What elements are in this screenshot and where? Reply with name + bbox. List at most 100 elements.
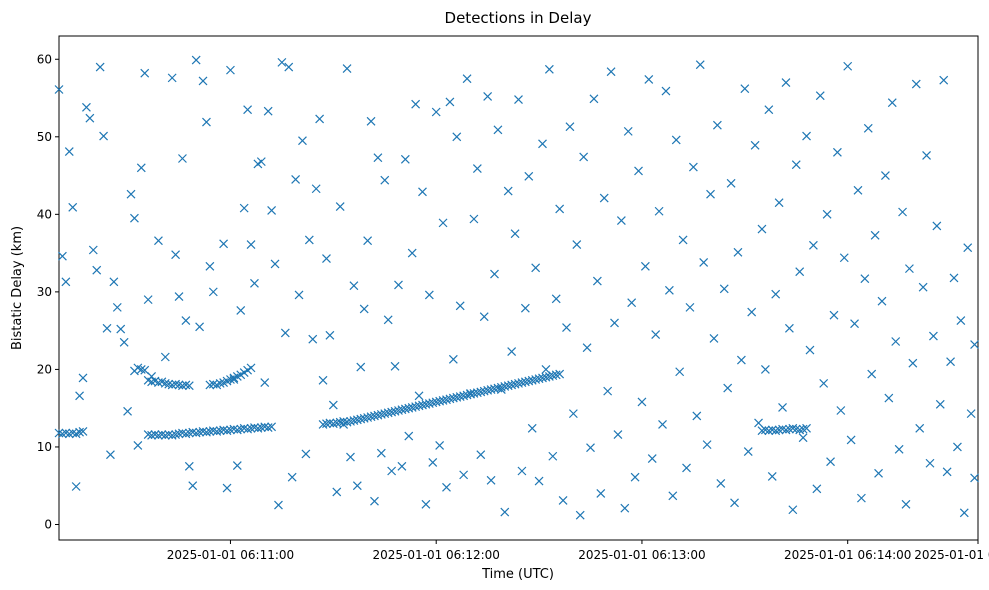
data-point-clutter bbox=[891, 337, 901, 346]
data-point-clutter bbox=[112, 302, 122, 312]
data-point-track-A bbox=[219, 425, 229, 435]
data-point-track-A bbox=[366, 412, 376, 422]
data-point-track-A bbox=[476, 387, 486, 397]
data-point-track-B bbox=[181, 380, 191, 390]
data-point-clutter bbox=[260, 378, 270, 388]
data-point-clutter bbox=[627, 298, 637, 308]
data-point-clutter bbox=[812, 484, 822, 494]
data-point-clutter bbox=[904, 264, 914, 274]
data-point-clutter bbox=[490, 269, 499, 279]
data-point-clutter bbox=[263, 106, 273, 116]
data-point-track-A bbox=[147, 430, 157, 440]
data-point-clutter bbox=[205, 261, 215, 271]
data-point-clutter bbox=[829, 310, 839, 320]
data-point-clutter bbox=[524, 171, 534, 181]
data-point-clutter bbox=[277, 57, 287, 67]
x-tick-label: 2025-01-01 06:15:00 bbox=[914, 548, 989, 562]
data-point-clutter bbox=[106, 450, 115, 460]
data-point-clutter bbox=[908, 358, 918, 368]
data-point-track-A bbox=[407, 402, 417, 412]
data-point-clutter bbox=[95, 62, 105, 72]
data-point-clutter bbox=[726, 178, 736, 188]
data-point-clutter bbox=[376, 448, 386, 458]
data-point-track-A bbox=[418, 400, 427, 410]
data-point-clutter bbox=[476, 450, 486, 460]
data-point-track-A bbox=[445, 394, 455, 404]
data-point-clutter bbox=[71, 482, 81, 491]
plot-frame bbox=[58, 35, 979, 541]
data-point-clutter bbox=[634, 166, 643, 176]
y-tick-label: 0 bbox=[44, 517, 52, 531]
data-point-clutter bbox=[850, 319, 859, 329]
data-point-clutter bbox=[68, 202, 78, 212]
data-point-track-A bbox=[510, 379, 520, 389]
data-point-clutter bbox=[75, 391, 84, 401]
x-tick-label: 2025-01-01 06:12:00 bbox=[372, 548, 499, 562]
data-point-clutter bbox=[716, 478, 726, 488]
data-point-clutter bbox=[736, 355, 746, 365]
data-point-track-B bbox=[164, 379, 174, 389]
data-point-clutter bbox=[640, 261, 650, 271]
data-point-track-A bbox=[226, 425, 235, 435]
data-point-clutter bbox=[575, 510, 585, 520]
data-point-clutter bbox=[548, 451, 558, 461]
data-point-clutter bbox=[760, 364, 770, 374]
data-point-clutter bbox=[822, 209, 832, 219]
data-point-track-B bbox=[167, 380, 177, 390]
data-point-clutter bbox=[877, 296, 887, 306]
data-point-clutter bbox=[531, 263, 541, 273]
data-point-clutter bbox=[147, 371, 157, 381]
data-point-clutter bbox=[133, 440, 143, 450]
data-point-track-A bbox=[544, 371, 554, 381]
data-point-clutter bbox=[407, 248, 417, 258]
data-point-clutter bbox=[243, 105, 253, 115]
data-point-clutter bbox=[298, 136, 307, 146]
data-point-clutter bbox=[791, 160, 801, 170]
data-point-track-A bbox=[373, 410, 383, 420]
data-point-clutter bbox=[743, 447, 753, 457]
data-point-track-B bbox=[246, 363, 256, 373]
data-point-track-A bbox=[414, 401, 424, 411]
data-point-clutter bbox=[819, 378, 829, 388]
data-point-clutter bbox=[853, 185, 863, 195]
y-axis-label: Bistatic Delay (km) bbox=[10, 226, 25, 350]
data-point-track-A bbox=[339, 416, 349, 426]
data-point-track-A bbox=[514, 378, 523, 388]
data-point-clutter bbox=[959, 508, 969, 518]
data-point-track-B bbox=[184, 381, 194, 391]
data-point-clutter bbox=[383, 315, 393, 325]
data-point-clutter bbox=[911, 79, 921, 89]
data-point-track-A bbox=[788, 423, 798, 433]
data-point-clutter bbox=[78, 373, 88, 383]
data-point-clutter bbox=[966, 409, 976, 419]
data-point-clutter bbox=[472, 164, 482, 174]
data-point-clutter bbox=[709, 333, 719, 343]
data-point-clutter bbox=[579, 152, 589, 162]
data-point-track-A bbox=[332, 418, 342, 428]
data-point-track-A bbox=[75, 427, 84, 437]
data-point-clutter bbox=[291, 175, 301, 184]
data-point-track-A bbox=[246, 423, 256, 433]
data-point-track-A bbox=[452, 392, 462, 402]
data-point-clutter bbox=[730, 498, 739, 508]
data-point-clutter bbox=[836, 406, 846, 415]
data-point-clutter bbox=[637, 397, 647, 407]
data-point-clutter bbox=[102, 323, 112, 333]
data-point-clutter bbox=[925, 458, 935, 468]
data-point-track-A bbox=[767, 425, 777, 435]
data-point-clutter bbox=[771, 289, 781, 299]
data-point-clutter bbox=[346, 452, 355, 462]
data-point-clutter bbox=[328, 400, 338, 410]
data-point-clutter bbox=[610, 318, 619, 328]
data-point-track-A bbox=[188, 427, 198, 437]
data-point-clutter bbox=[915, 423, 925, 433]
data-point-clutter bbox=[181, 316, 191, 325]
data-point-clutter bbox=[99, 131, 109, 141]
data-point-clutter bbox=[805, 345, 815, 355]
data-point-clutter bbox=[774, 198, 784, 208]
data-point-clutter bbox=[510, 229, 520, 239]
data-point-track-A bbox=[486, 385, 496, 394]
data-point-clutter bbox=[802, 131, 811, 141]
data-point-clutter bbox=[887, 98, 897, 108]
data-point-track-A bbox=[380, 409, 390, 419]
